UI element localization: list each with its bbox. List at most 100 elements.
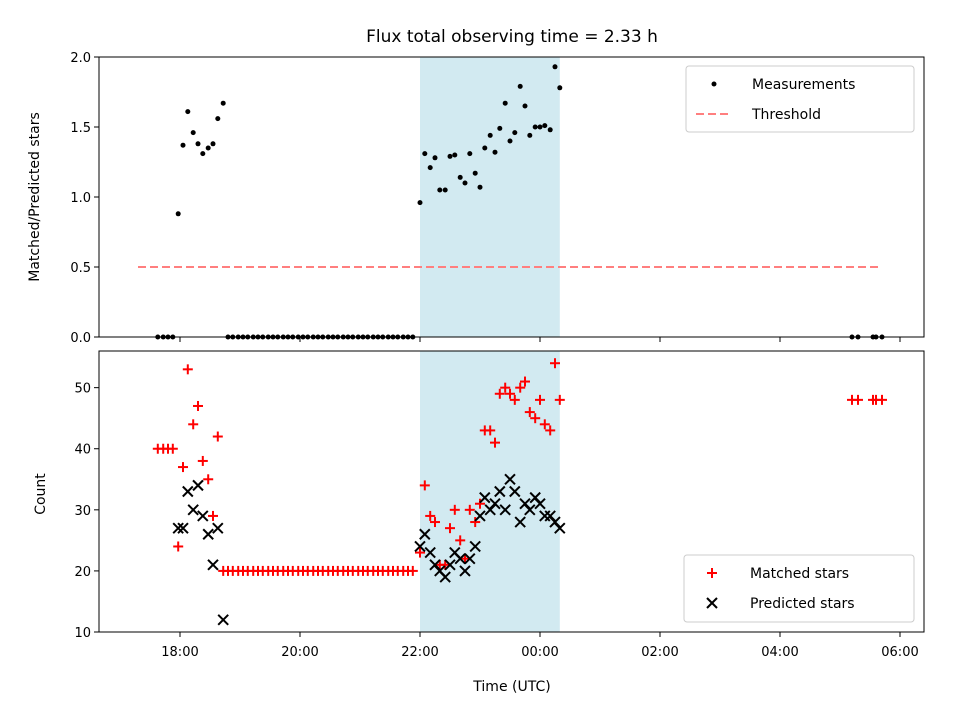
measurement-point: [497, 125, 503, 131]
legend-label: Threshold: [751, 107, 821, 123]
predicted-star-point: [534, 498, 546, 510]
top-series-group: [138, 64, 885, 340]
y-tick-label: 10: [74, 626, 91, 641]
matched-star-point: [520, 376, 530, 387]
measurement-point: [422, 151, 428, 157]
predicted-star-point: [494, 485, 506, 498]
legend-dot-swatch: [711, 81, 717, 87]
matched-star-point: [203, 474, 214, 485]
matched-star-point: [167, 443, 178, 454]
predicted-star-point: [202, 528, 214, 540]
measurement-point: [457, 174, 463, 180]
matched-star-point: [425, 510, 436, 521]
predicted-star-point: [464, 552, 476, 565]
measurement-point: [492, 149, 498, 155]
matched-star-point: [460, 553, 470, 564]
bottom-shaded-region: [420, 351, 560, 632]
measurement-point: [447, 153, 453, 159]
matched-star-point: [500, 382, 511, 393]
matched-star-point: [515, 382, 526, 393]
measurement-point: [175, 211, 181, 217]
matched-star-point: [853, 394, 863, 405]
predicted-star-point: [479, 491, 491, 504]
legend-label: Measurements: [752, 77, 855, 93]
matched-star-point: [193, 400, 203, 411]
matched-star-point: [419, 480, 430, 491]
matched-star-point: [494, 388, 505, 399]
x-tick-label: 18:00: [161, 645, 198, 660]
y-tick-label: 2.0: [70, 51, 91, 66]
measurement-point: [417, 200, 423, 206]
predicted-star-point: [474, 510, 486, 522]
measurement-point: [205, 145, 211, 151]
measurement-point: [442, 187, 448, 193]
measurement-point: [557, 85, 563, 91]
x-tick-label: 06:00: [881, 645, 918, 660]
measurement-point: [532, 124, 538, 130]
x-tick-label: 00:00: [521, 645, 558, 660]
matched-star-point: [550, 358, 560, 369]
matched-star-point: [877, 394, 887, 405]
bottom-axes-frame: [98, 350, 925, 633]
y-tick-label: 0.0: [70, 331, 91, 346]
legend-label: Predicted stars: [750, 596, 855, 612]
matched-star-point: [524, 407, 535, 418]
measurement-point: [542, 123, 548, 129]
measurement-point: [472, 170, 478, 176]
top-shaded-region: [420, 57, 560, 337]
bottom-panel: 10 20 30 40 50 18:00 20:00 22:00 00:00 02:00 04:0…: [33, 350, 925, 695]
predicted-star-point: [414, 540, 426, 553]
y-tick-label: 30: [74, 504, 91, 519]
y-tick-label: 20: [74, 565, 91, 580]
bottom-y-axis-label: Count: [33, 473, 49, 515]
x-tick-label: 04:00: [761, 645, 798, 660]
legend-item: Predicted stars: [706, 596, 855, 612]
matched-star-point: [182, 364, 193, 375]
matched-star-point: [440, 559, 451, 570]
matched-star-point: [212, 431, 223, 442]
matched-star-point: [475, 498, 485, 509]
measurement-point: [512, 130, 518, 136]
predicted-star-point: [217, 614, 229, 626]
measurement-point: [517, 83, 523, 89]
matched-star-point: [197, 455, 208, 466]
legend-x-swatch: [706, 597, 718, 609]
matched-star-point: [188, 419, 199, 430]
measurement-point: [185, 109, 191, 115]
y-tick-label: 40: [74, 443, 91, 458]
y-tick-label: 1.0: [70, 191, 91, 206]
matched-star-point: [173, 541, 184, 552]
legend-item: Matched stars: [707, 566, 849, 582]
measurement-point: [502, 100, 508, 106]
legend-label: Matched stars: [750, 566, 849, 582]
matched-star-point: [445, 523, 455, 534]
legend-item: Threshold: [696, 107, 821, 123]
measurement-point: [462, 180, 468, 186]
bottom-series-group: [152, 358, 887, 626]
x-tick-label: 22:00: [401, 645, 438, 660]
y-tick-label: 0.5: [70, 261, 91, 276]
measurement-point: [527, 132, 533, 138]
matched-star-point: [407, 565, 418, 576]
predicted-star-point: [187, 504, 199, 516]
measurement-point: [482, 145, 488, 151]
bottom-y-ticks: 10 20 30 40 50: [74, 382, 99, 641]
matched-star-point: [178, 462, 188, 473]
bottom-x-ticks: 18:00 20:00 22:00 00:00 02:00 04:00 06:00: [161, 632, 919, 660]
measurement-point: [467, 151, 473, 157]
matched-star-point: [554, 394, 565, 405]
predicted-star-point: [197, 510, 209, 522]
predicted-star-point: [509, 485, 521, 498]
matched-star-point: [464, 504, 475, 515]
top-y-ticks: 0.0 0.5 1.0 1.5 2.0: [70, 51, 99, 346]
measurement-point: [552, 64, 558, 70]
matched-star-point: [490, 437, 500, 448]
top-y-axis-label: Matched/Predicted stars: [27, 112, 43, 282]
predicted-star-point: [444, 559, 456, 571]
predicted-star-point: [489, 498, 501, 510]
matched-star-point: [505, 388, 515, 399]
predicted-star-point: [177, 522, 189, 534]
matched-star-point: [449, 504, 460, 515]
matched-star-point: [485, 425, 496, 436]
measurement-point: [477, 184, 483, 190]
